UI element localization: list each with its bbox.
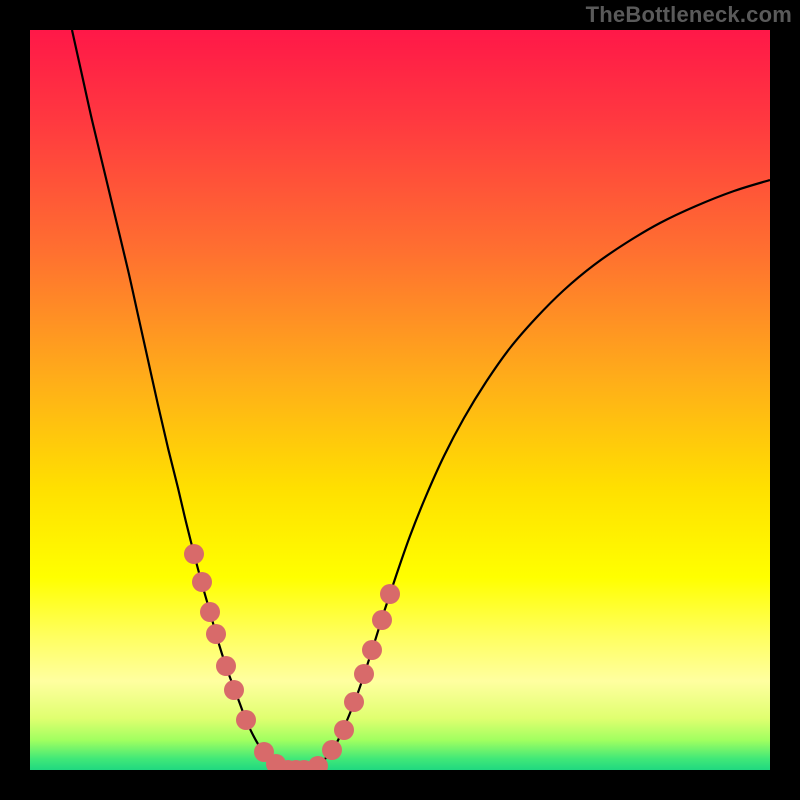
gradient-background bbox=[30, 30, 770, 770]
data-marker bbox=[334, 720, 354, 740]
data-marker bbox=[344, 692, 364, 712]
watermark-text: TheBottleneck.com bbox=[586, 2, 792, 28]
data-marker bbox=[206, 624, 226, 644]
data-marker bbox=[192, 572, 212, 592]
data-marker bbox=[216, 656, 236, 676]
data-marker bbox=[184, 544, 204, 564]
data-marker bbox=[236, 710, 256, 730]
data-marker bbox=[380, 584, 400, 604]
data-marker bbox=[224, 680, 244, 700]
data-marker bbox=[372, 610, 392, 630]
chart-frame: TheBottleneck.com bbox=[0, 0, 800, 800]
data-marker bbox=[200, 602, 220, 622]
chart-svg bbox=[30, 30, 770, 770]
data-marker bbox=[354, 664, 374, 684]
plot-area bbox=[30, 30, 770, 770]
data-marker bbox=[322, 740, 342, 760]
data-marker bbox=[362, 640, 382, 660]
